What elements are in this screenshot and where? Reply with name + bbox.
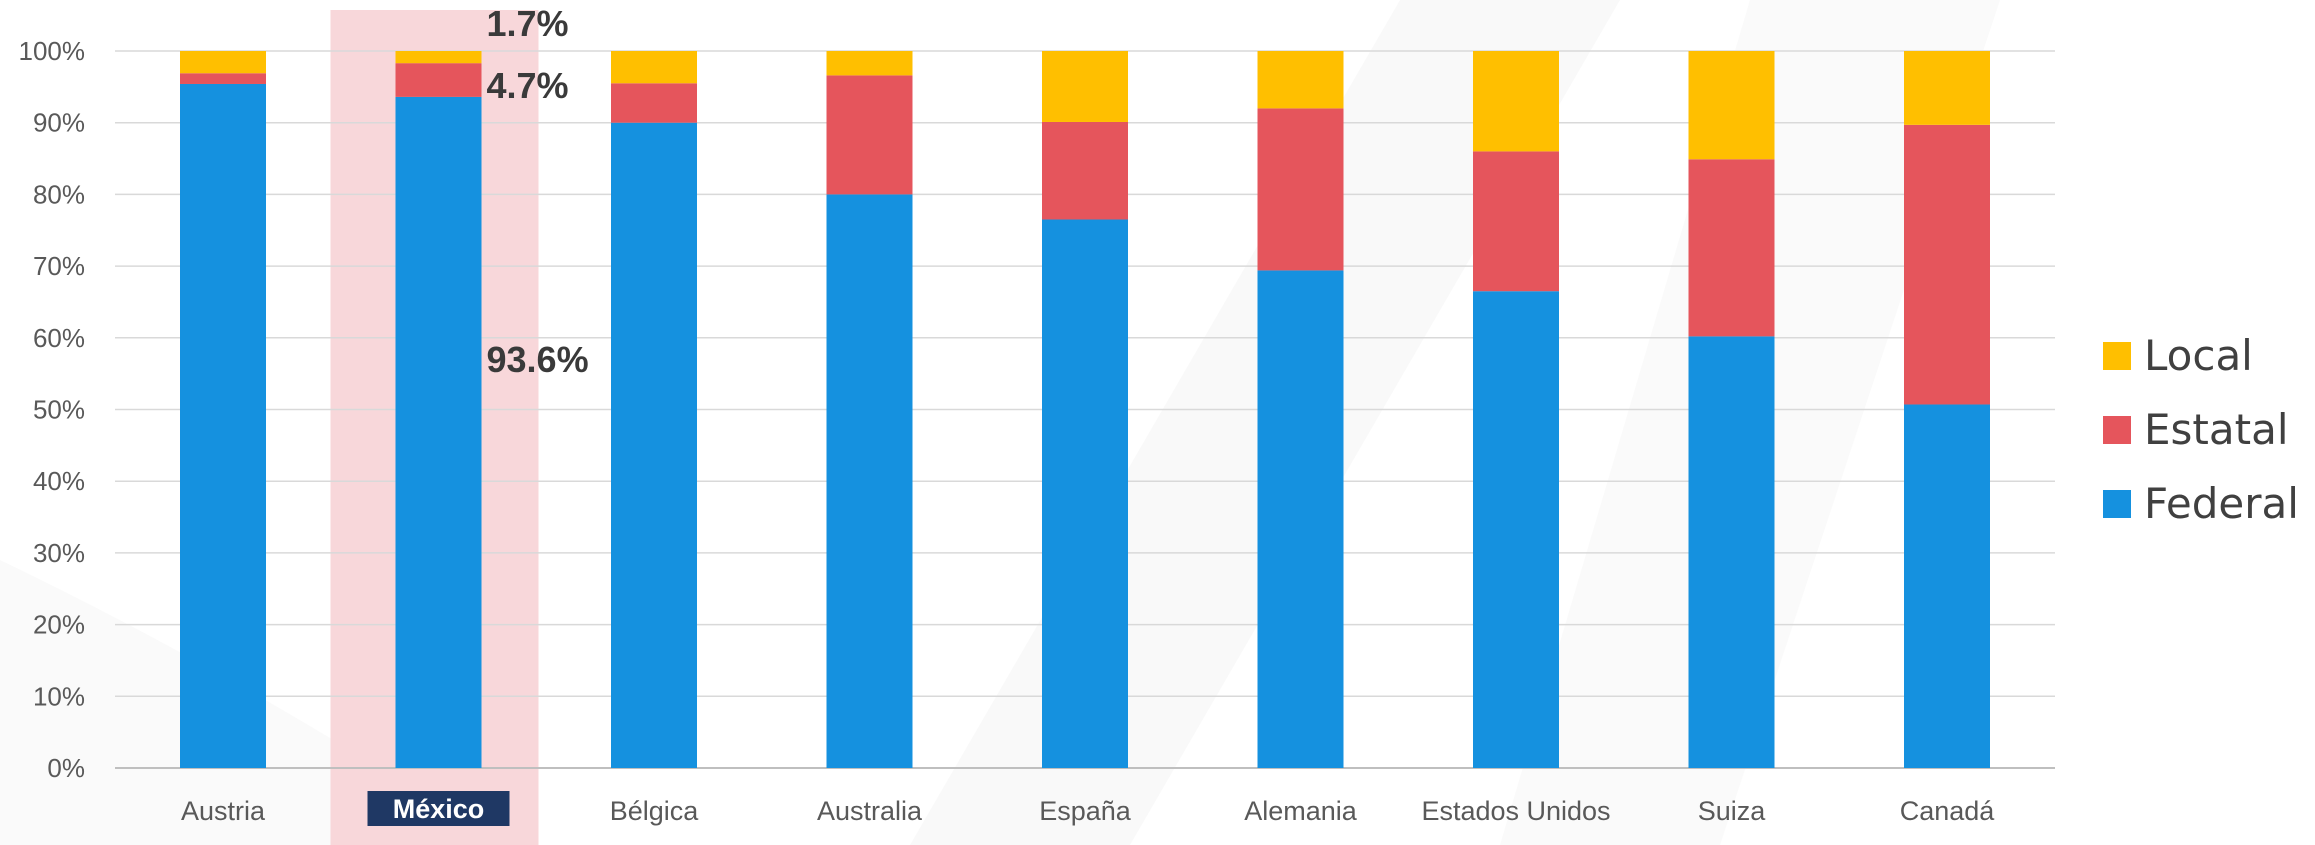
highlight-label-box	[367, 791, 510, 826]
bar-estatal	[611, 83, 697, 123]
y-tick-label: 70%	[33, 251, 85, 281]
bar-group-alemania	[1257, 51, 1344, 768]
x-tick-label: México	[393, 794, 485, 824]
bar-federal	[1257, 270, 1344, 768]
x-axis: Austria México Bélgica Australia España Alema…	[181, 791, 1995, 826]
y-tick-label: 90%	[33, 108, 85, 138]
x-tick-label: España	[1039, 796, 1132, 826]
y-tick-label: 10%	[33, 681, 85, 711]
bar-group-suiza	[1688, 51, 1775, 768]
annotations: 1.7% 4.7% 93.6%	[487, 3, 589, 380]
bar-federal	[1688, 336, 1775, 768]
x-tick-label: Australia	[817, 796, 923, 826]
bar-group-mexico	[395, 51, 482, 768]
legend-swatch	[2103, 416, 2131, 444]
y-tick-label: 30%	[33, 538, 85, 568]
y-axis: 0% 10% 20% 30% 40% 50% 60% 70% 80% 90% 100%	[19, 36, 86, 783]
legend-swatch	[2103, 490, 2131, 518]
y-tick-label: 100%	[19, 36, 86, 66]
legend-label: Estatal	[2144, 405, 2289, 454]
bar-estatal	[1257, 108, 1344, 271]
legend: Local Estatal Federal	[2103, 331, 2299, 528]
legend-label: Local	[2144, 331, 2253, 380]
legend-label: Federal	[2144, 479, 2299, 528]
bar-local	[395, 51, 482, 64]
bar-federal	[180, 83, 266, 769]
bar-local	[1042, 51, 1128, 122]
x-tick-label: Suiza	[1698, 796, 1767, 826]
x-tick-label: Austria	[181, 796, 266, 826]
y-tick-label: 60%	[33, 323, 85, 353]
bar-group-espana	[1042, 51, 1128, 768]
bar-federal	[1473, 291, 1559, 768]
bar-local	[1688, 51, 1775, 160]
bar-estatal	[1473, 151, 1559, 292]
x-tick-label: Estados Unidos	[1421, 796, 1610, 826]
bar-group-australia	[826, 51, 913, 768]
x-tick-label: Bélgica	[610, 796, 700, 826]
data-label-federal: 93.6%	[487, 339, 589, 380]
bar-estatal	[395, 63, 482, 97]
x-tick-label: Canadá	[1900, 796, 1996, 826]
y-tick-label: 50%	[33, 395, 85, 425]
bar-local	[611, 51, 697, 84]
bars	[180, 51, 1990, 769]
y-tick-label: 80%	[33, 179, 85, 209]
bar-federal	[395, 96, 482, 768]
bar-federal	[1904, 404, 1990, 768]
y-tick-label: 20%	[33, 610, 85, 640]
bar-federal	[826, 194, 913, 768]
bar-federal	[1042, 219, 1128, 768]
bar-local	[826, 51, 913, 76]
y-tick-label: 0%	[47, 753, 85, 783]
data-label-estatal: 4.7%	[487, 65, 569, 106]
bar-group-canada	[1904, 51, 1990, 768]
bar-local	[1257, 51, 1344, 109]
bar-estatal	[1042, 121, 1128, 220]
bar-estatal	[1904, 124, 1990, 405]
bar-federal	[611, 122, 697, 768]
bar-group-estados-unidos	[1473, 51, 1559, 768]
bar-estatal	[1688, 159, 1775, 337]
bar-local	[1473, 51, 1559, 152]
bar-local	[180, 51, 266, 74]
legend-item-federal: Federal	[2103, 479, 2299, 528]
x-tick-label: Alemania	[1244, 796, 1358, 826]
bar-estatal	[180, 73, 266, 84]
y-tick-label: 40%	[33, 466, 85, 496]
legend-item-local: Local	[2103, 331, 2253, 380]
bar-local	[1904, 51, 1990, 125]
bar-estatal	[826, 75, 913, 195]
bar-group-austria	[180, 51, 266, 769]
legend-item-estatal: Estatal	[2103, 405, 2289, 454]
legend-swatch	[2103, 342, 2131, 370]
bar-group-belgica	[611, 51, 697, 768]
data-label-local: 1.7%	[487, 3, 569, 44]
